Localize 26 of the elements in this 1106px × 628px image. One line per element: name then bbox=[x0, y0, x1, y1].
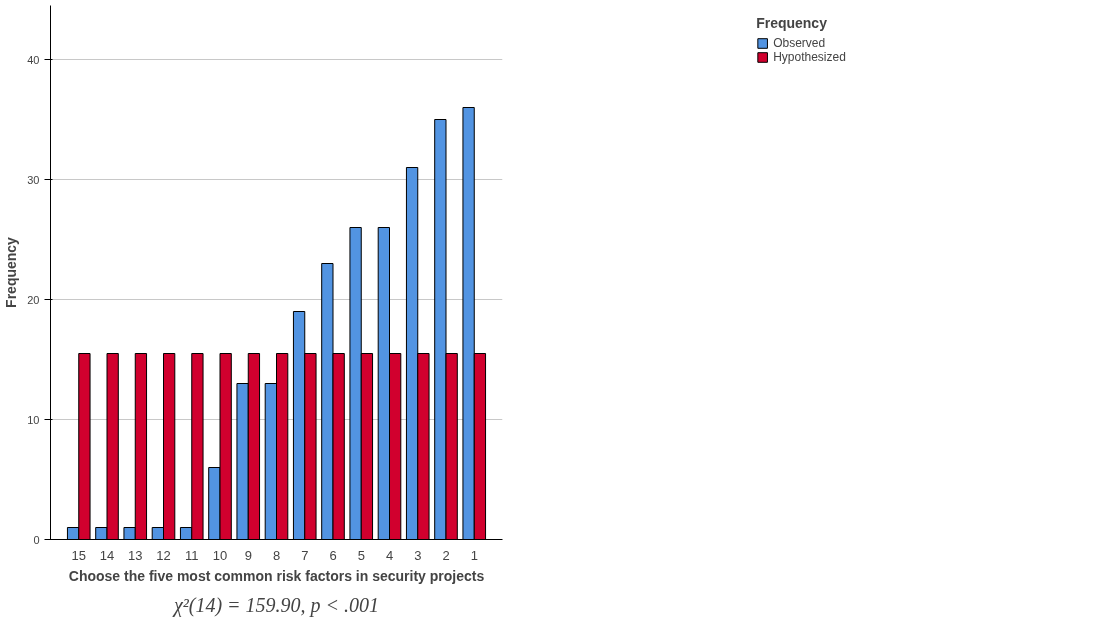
y-tick-label: 10 bbox=[27, 413, 40, 426]
x-tick-label: 4 bbox=[385, 547, 394, 563]
x-tick-label: 1 bbox=[470, 547, 478, 563]
x-tick-label: 15 bbox=[71, 547, 86, 563]
x-tick-label: 10 bbox=[212, 547, 228, 563]
y-tick-label: 20 bbox=[27, 293, 40, 306]
x-tick-label: 12 bbox=[156, 547, 171, 563]
legend-title: Frequency bbox=[756, 15, 828, 31]
x-tick-label: 5 bbox=[357, 547, 365, 563]
x-tick-label: 11 bbox=[185, 547, 199, 563]
x-tick-label: 8 bbox=[272, 547, 281, 563]
legend-label: Hypothesized bbox=[773, 50, 846, 64]
x-tick-label: 14 bbox=[99, 547, 115, 563]
legend-label: Observed bbox=[773, 36, 826, 50]
y-tick-label: 0 bbox=[33, 533, 40, 546]
x-tick-label: 2 bbox=[442, 547, 450, 563]
text: χ²(14) = 159.90, p < .001 bbox=[171, 593, 380, 617]
x-tick-label: 9 bbox=[244, 547, 252, 563]
y-tick-label: 40 bbox=[27, 53, 40, 66]
x-axis-title: Choose the five most common risk factors in security projects bbox=[68, 567, 485, 584]
y-tick-label: 30 bbox=[27, 173, 40, 186]
x-tick-label: 6 bbox=[329, 547, 337, 563]
x-tick-label: 7 bbox=[301, 547, 309, 563]
x-tick-label: 13 bbox=[128, 547, 143, 563]
x-tick-label: 3 bbox=[414, 547, 422, 563]
y-axis-title: Frequency bbox=[3, 236, 20, 308]
